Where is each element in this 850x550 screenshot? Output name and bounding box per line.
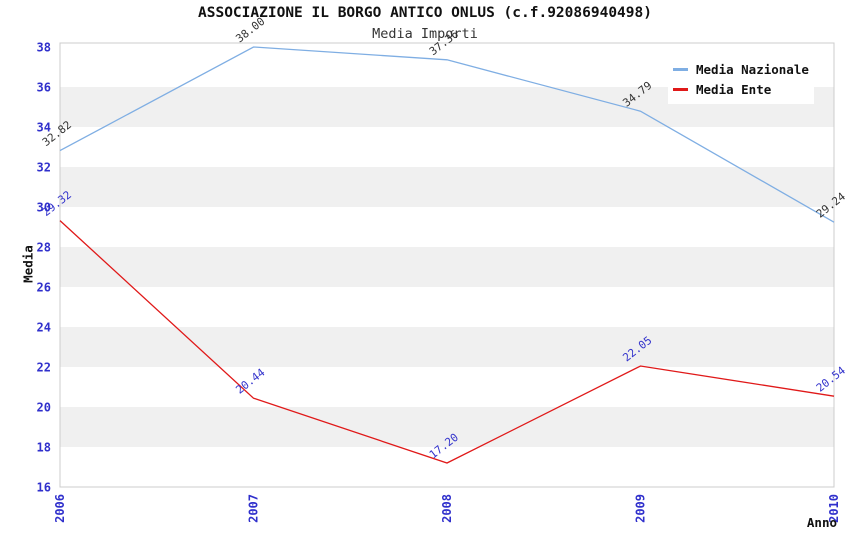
x-tick-label: 2007 [247,494,261,523]
svg-text:2010: 2010 [827,494,841,523]
series-line-media-ente [59,220,835,464]
grid-band [60,407,834,447]
y-tick-label: 28 [37,241,51,255]
y-tick-label: 36 [37,81,51,95]
svg-text:20.54: 20.54 [814,364,848,395]
grid-band [60,327,834,367]
x-tick-label: 2009 [634,494,648,523]
series-line-media-nazionale [59,46,835,223]
point-label-media-nazionale: 38.00 [233,15,267,46]
svg-text:2006: 2006 [53,494,67,523]
x-axis-title: Anno [806,515,837,530]
y-tick-label: 22 [37,361,51,375]
line-swatch-media-nazionale-icon [673,68,688,71]
y-tick-label: 20 [37,401,51,415]
chart-subtitle: Media Importi [372,26,478,42]
y-tick-label: 16 [37,481,51,495]
y-tick-label: 26 [37,281,51,295]
line-swatch-media-ente-icon [673,88,688,91]
legend-item-media-ente: Media Ente [673,82,814,97]
x-tick-label: 2006 [53,494,67,523]
y-tick-label: 38 [37,41,51,55]
y-tick-label: 18 [37,441,51,455]
svg-text:2007: 2007 [247,494,261,523]
chart-title: ASSOCIAZIONE IL BORGO ANTICO ONLUS (c.f.… [198,5,652,21]
plot-border [59,42,835,488]
point-label-media-ente: 20.54 [814,364,848,395]
legend-label-media-ente: Media Ente [696,82,772,97]
svg-text:38.00: 38.00 [233,15,267,46]
y-tick-label: 34 [37,121,51,135]
grid-band [60,167,834,207]
y-tick-label: 30 [37,201,51,215]
grid-band [60,247,834,287]
y-tick-label: 24 [37,321,51,335]
svg-text:20.44: 20.44 [233,366,267,397]
svg-text:2009: 2009 [634,494,648,523]
y-axis-title: Media [20,245,36,283]
x-tick-label: 2008 [440,494,454,523]
legend: Media Nazionale Media Ente [668,57,814,104]
legend-label-media-nazionale: Media Nazionale [696,62,809,77]
legend-item-media-nazionale: Media Nazionale [673,62,814,77]
y-tick-label: 32 [37,161,51,175]
x-tick-label: 2010 [827,494,841,523]
svg-text:2008: 2008 [440,494,454,523]
point-label-media-ente: 20.44 [233,366,267,397]
